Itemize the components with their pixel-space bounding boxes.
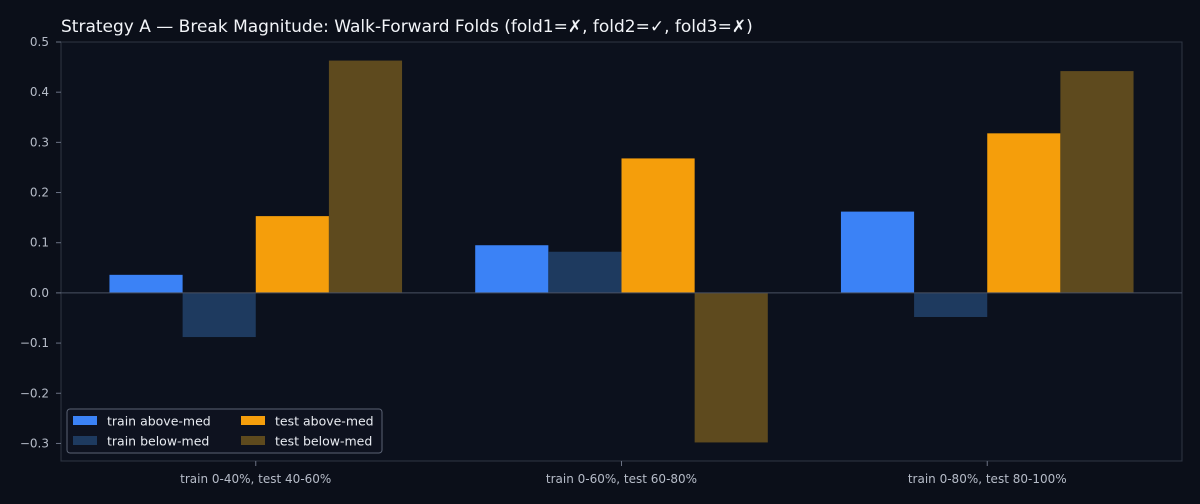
y-tick-label: −0.1 xyxy=(20,336,49,350)
legend-label: train below-med xyxy=(107,434,209,449)
legend-swatch xyxy=(73,416,97,425)
y-tick-label: 0.5 xyxy=(30,35,49,49)
bar xyxy=(914,292,988,317)
y-axis: −0.3 −0.2 −0.1 0.0 0.1 0.2 0.3 0.4 0.5 xyxy=(20,35,61,450)
bar xyxy=(1060,71,1134,293)
bar xyxy=(621,158,695,293)
bar xyxy=(182,292,256,338)
bar xyxy=(840,211,915,293)
bar xyxy=(475,245,549,293)
legend: train above-med train below-med test above… xyxy=(66,408,383,454)
x-tick-label: train 0-80%, test 80-100% xyxy=(908,472,1067,486)
x-axis: train 0-40%, test 40-60% train 0-60%, tes… xyxy=(180,461,1067,486)
bar xyxy=(109,274,183,293)
bar xyxy=(255,216,329,293)
y-tick-label: 0.0 xyxy=(30,286,49,300)
legend-label: test below-med xyxy=(275,434,372,449)
legend-swatch xyxy=(241,416,265,425)
legend-label: test above-med xyxy=(275,414,374,429)
bars-group xyxy=(109,60,1134,443)
y-tick-label: −0.3 xyxy=(20,436,49,450)
bar xyxy=(694,292,768,443)
x-tick-label: train 0-60%, test 60-80% xyxy=(546,472,697,486)
legend-swatch xyxy=(241,436,265,445)
bar xyxy=(987,133,1061,293)
y-tick-label: 0.4 xyxy=(30,85,49,99)
y-tick-label: 0.2 xyxy=(30,186,49,200)
legend-swatch xyxy=(73,436,97,445)
y-tick-label: 0.3 xyxy=(30,135,49,149)
chart-title: Strategy A — Break Magnitude: Walk-Forwa… xyxy=(61,17,753,37)
x-tick-label: train 0-40%, test 40-60% xyxy=(180,472,331,486)
y-tick-label: −0.2 xyxy=(20,386,49,400)
y-tick-label: 0.1 xyxy=(30,236,49,250)
bar xyxy=(328,60,403,293)
bar xyxy=(548,251,622,293)
legend-label: train above-med xyxy=(107,414,211,429)
legend-box xyxy=(66,408,383,454)
